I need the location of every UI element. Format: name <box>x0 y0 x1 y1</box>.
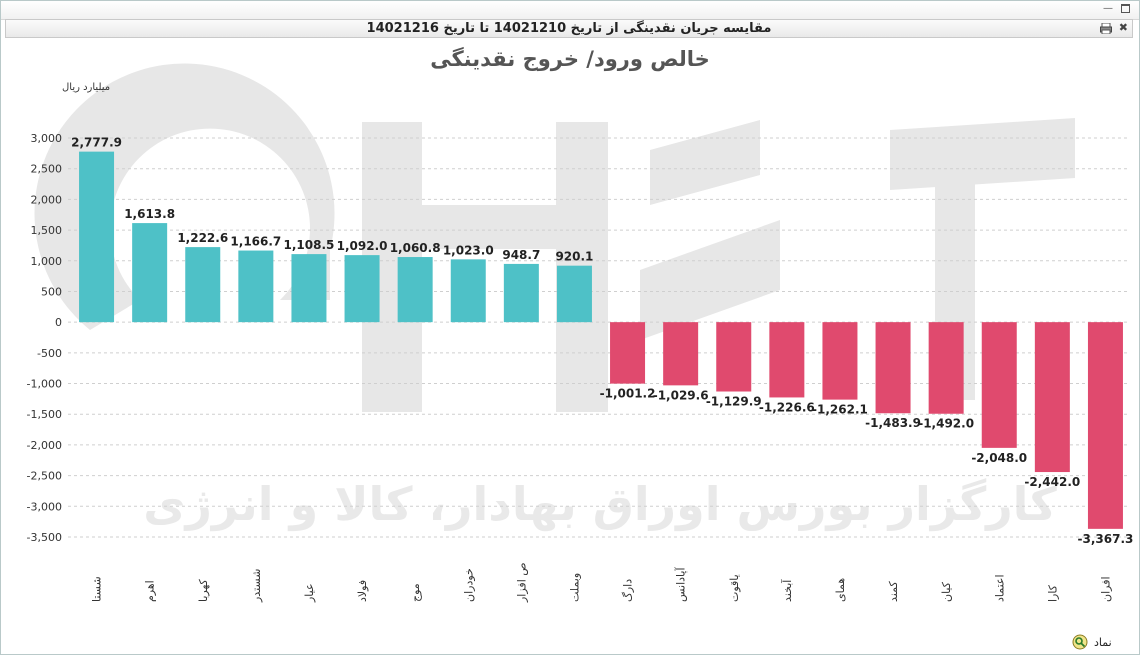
bar[interactable] <box>981 322 1017 448</box>
bar-value-label: 920.1 <box>555 250 593 264</box>
bar-value-label: -1,029.6 <box>653 388 709 402</box>
x-tick-label: آبخند <box>780 579 794 602</box>
close-icon[interactable]: ✖ <box>1118 21 1128 34</box>
bar[interactable] <box>397 257 433 323</box>
x-tick-label: افران <box>1099 576 1112 602</box>
y-tick-label: -1,500 <box>27 408 62 421</box>
bar[interactable] <box>1087 322 1123 529</box>
x-tick-label: کارا <box>1046 584 1059 602</box>
y-axis-label: میلیارد ریال <box>62 82 110 93</box>
bar-value-label: 2,777.9 <box>71 136 122 150</box>
y-tick-label: -3,000 <box>27 500 62 513</box>
y-tick-label: -2,500 <box>27 470 62 483</box>
bar-value-label: -1,262.1 <box>812 403 868 417</box>
x-tick-label: شستدر <box>250 569 263 603</box>
bar-value-label: 1,108.5 <box>284 238 335 252</box>
bar-value-label: -1,001.2 <box>600 387 656 401</box>
y-tick-label: 2,000 <box>31 193 63 206</box>
x-tick-label: کمند <box>887 581 900 602</box>
x-tick-label: خودران <box>462 568 475 602</box>
y-tick-label: 500 <box>41 285 62 298</box>
bar-value-label: -1,483.9 <box>865 416 921 430</box>
y-tick-label: 3,000 <box>31 132 63 145</box>
bar-value-label: 948.7 <box>502 248 540 262</box>
x-tick-label: موج <box>409 583 422 602</box>
bar-value-label: 1,060.8 <box>390 241 441 255</box>
bar[interactable] <box>875 322 911 414</box>
bar[interactable] <box>822 322 858 400</box>
x-tick-label: اعتماد <box>993 574 1006 602</box>
bar-value-label: 1,092.0 <box>337 239 388 253</box>
watermark-text: کارگزار بورس اوراق بهادار، کالا و انرژی <box>143 477 1057 531</box>
x-tick-label: کهربا <box>197 578 210 602</box>
bar[interactable] <box>132 223 168 323</box>
bar[interactable] <box>79 151 115 323</box>
symbol-search-icon[interactable] <box>1072 634 1088 650</box>
bars <box>79 151 1123 529</box>
bar-value-label: -1,492.0 <box>918 417 974 431</box>
bar[interactable] <box>928 322 964 414</box>
bar[interactable] <box>663 322 699 386</box>
bar-value-label: 1,166.7 <box>230 235 281 249</box>
bar[interactable] <box>185 247 221 323</box>
x-tick-label: همای <box>834 578 847 602</box>
x-tick-label: دارگ <box>622 579 635 602</box>
maximize-icon[interactable] <box>1121 4 1130 13</box>
bar-value-label: 1,023.0 <box>443 243 494 257</box>
y-tick-label: -500 <box>37 347 62 360</box>
window-title: مقایسه جریان نقدینگی از تاریخ 14021210 ت… <box>366 21 772 36</box>
chart-title: خالص ورود/ خروج نقدینگی <box>430 46 710 72</box>
watermark-shape <box>890 118 1075 190</box>
print-icon[interactable] <box>1100 23 1112 34</box>
bar[interactable] <box>503 263 539 323</box>
bar[interactable] <box>556 265 592 323</box>
x-tick-label: ص افزار <box>515 562 528 603</box>
bar[interactable] <box>238 250 274 323</box>
x-tick-label: کیان <box>940 581 953 602</box>
bar-value-label: 1,613.8 <box>124 207 175 221</box>
bar-value-label: -2,442.0 <box>1024 475 1080 489</box>
x-tick-label: اهرم <box>144 580 157 602</box>
y-tick-label: 2,500 <box>31 163 63 176</box>
x-tick-label: وبملت <box>568 573 581 602</box>
y-tick-label: 1,500 <box>31 224 63 237</box>
y-tick-label: 1,000 <box>31 255 63 268</box>
bar-value-label: 1,222.6 <box>177 231 228 245</box>
bar-value-label: -1,226.6 <box>759 400 815 414</box>
x-tick-label: عیار <box>303 583 316 603</box>
watermark-shape <box>372 205 592 249</box>
x-tick-label: شستا <box>91 576 104 602</box>
bar[interactable] <box>291 254 327 323</box>
bar-value-label: -2,048.0 <box>971 451 1027 465</box>
watermark-shape <box>640 220 780 340</box>
bar[interactable] <box>716 322 752 392</box>
title-bar: مقایسه جریان نقدینگی از تاریخ 14021210 ت… <box>5 19 1133 38</box>
minimize-icon[interactable]: — <box>1103 3 1113 14</box>
y-tick-label: -1,000 <box>27 378 62 391</box>
value-labels: 2,777.9 1,613.81,222.6 1,166.7 1,108.5 1,092… <box>71 136 1133 546</box>
x-axis-ticks: شستا اهرم کهربا شستدر عیار فولاد موج خودران ص اف… <box>91 562 1113 603</box>
bar-value-label: -3,367.3 <box>1078 532 1134 546</box>
y-axis-ticks: 3,000 2,500 2,000 1,500 1,000 500 0 -500 -1,000 -… <box>27 132 62 544</box>
bar[interactable] <box>450 259 486 323</box>
bar-value-label: -1,129.9 <box>706 395 762 409</box>
x-tick-label: یاقوت <box>728 574 741 602</box>
y-tick-label: 0 <box>55 316 62 329</box>
watermark-shape <box>650 120 760 205</box>
bar[interactable] <box>1034 322 1070 473</box>
bar[interactable] <box>769 322 805 398</box>
x-tick-label: فولاد <box>356 580 369 602</box>
x-tick-label: آپادانس <box>674 567 688 602</box>
y-tick-label: -3,500 <box>27 531 62 544</box>
symbol-label: نماد <box>1094 636 1112 649</box>
y-tick-label: -2,000 <box>27 439 62 452</box>
gridlines <box>68 137 1130 538</box>
bar[interactable] <box>344 255 380 323</box>
bar[interactable] <box>610 322 646 384</box>
